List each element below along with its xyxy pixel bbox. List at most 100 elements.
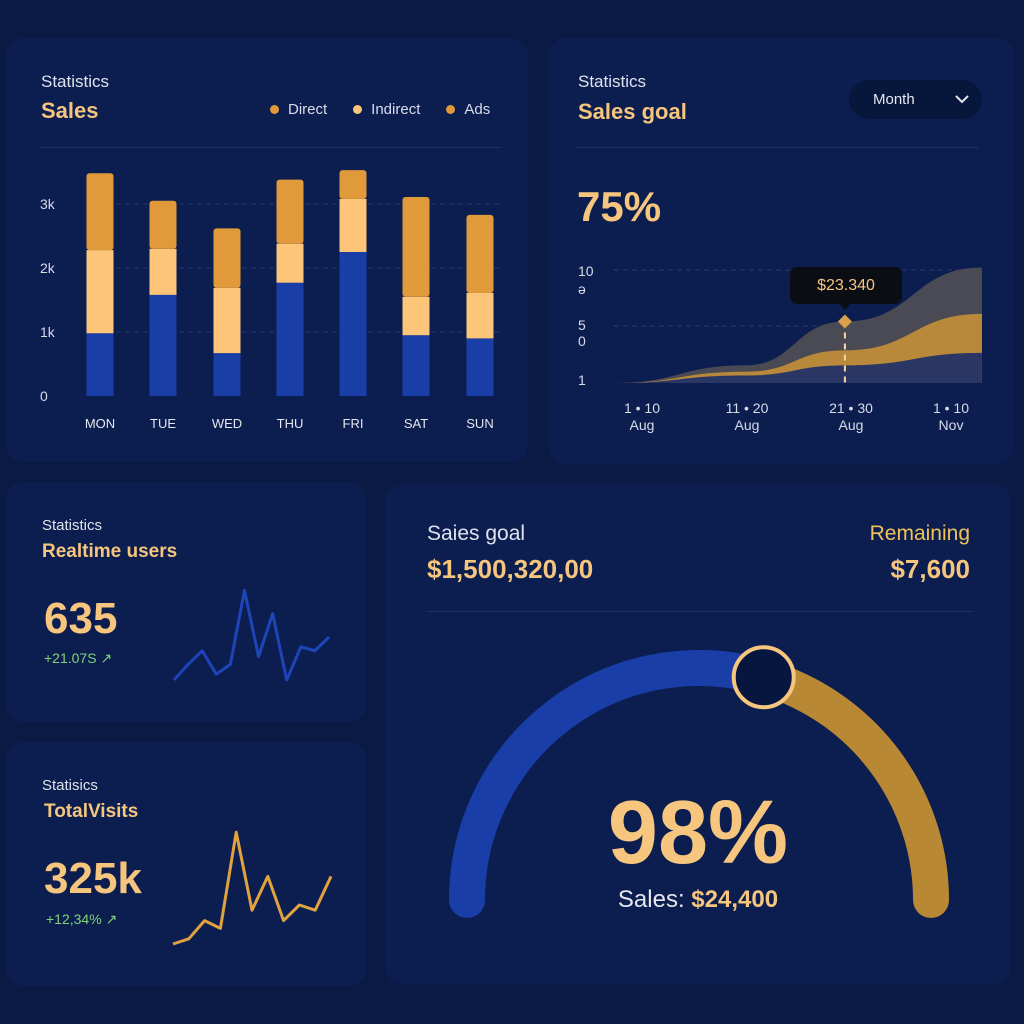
sparkline bbox=[172, 830, 333, 946]
realtime-title: Realtime users bbox=[42, 541, 178, 562]
y-tick-label: 2k bbox=[40, 260, 56, 276]
legend-dot bbox=[446, 105, 456, 114]
x-tick-label: 1 • 10 bbox=[933, 400, 969, 416]
x-tick-label: TUE bbox=[150, 416, 176, 431]
y-tick-label: 0 bbox=[40, 388, 48, 404]
goal-title: Sales goal bbox=[578, 99, 687, 124]
legend-label: Direct bbox=[288, 101, 328, 118]
goal-label: Saies goal bbox=[427, 522, 526, 545]
y-tick-label: 3k bbox=[40, 196, 56, 212]
x-tick-label: Nov bbox=[939, 417, 964, 433]
bar-segment-direct bbox=[402, 335, 430, 396]
realtime-delta: +21.07S ↗ bbox=[44, 650, 112, 667]
legend-indirect[interactable]: Indirect bbox=[353, 101, 420, 118]
visits-value: 325k bbox=[44, 854, 142, 903]
gauge-progress-arc bbox=[449, 650, 782, 918]
x-tick-label: Aug bbox=[735, 417, 760, 433]
divider bbox=[576, 147, 978, 148]
total-visits-card bbox=[6, 742, 366, 986]
remaining-label: Remaining bbox=[869, 522, 970, 545]
bar-segment-indirect bbox=[213, 287, 241, 354]
legend-direct[interactable]: Direct bbox=[270, 101, 327, 118]
bar-segment-indirect bbox=[276, 243, 304, 283]
remaining-value: $7,600 bbox=[890, 554, 970, 584]
bar-segment-ads bbox=[149, 200, 177, 249]
bar-segment-ads bbox=[213, 228, 241, 288]
sparkline bbox=[172, 588, 331, 682]
period-dropdown[interactable]: Month bbox=[849, 80, 982, 119]
sales-label: Sales: bbox=[617, 886, 685, 913]
legend-label: Ads bbox=[464, 101, 491, 118]
bar-segment-ads bbox=[339, 170, 367, 199]
goal-subtitle: Statistics bbox=[578, 72, 647, 91]
realtime-users-card bbox=[6, 482, 366, 722]
x-tick-label: 21 • 30 bbox=[829, 400, 873, 416]
tooltip-pointer bbox=[838, 303, 851, 310]
visits-delta: +12,34% ↗ bbox=[46, 911, 117, 928]
visits-title: TotalVisits bbox=[44, 801, 139, 822]
gauge-remaining-arc bbox=[745, 659, 949, 918]
x-tick-label: SAT bbox=[404, 416, 428, 431]
x-tick-label: WED bbox=[212, 416, 242, 431]
marker-point bbox=[837, 314, 852, 329]
bar-segment-ads bbox=[276, 179, 304, 244]
legend-label: Indirect bbox=[371, 101, 421, 118]
bar-segment-direct bbox=[213, 353, 241, 396]
gauge-knob bbox=[731, 645, 796, 710]
bar-segment-indirect bbox=[402, 296, 430, 336]
x-tick-label: Aug bbox=[630, 417, 655, 433]
bar-segment-direct bbox=[276, 282, 304, 396]
bar-segment-direct bbox=[149, 294, 177, 396]
y-tick-label: 1k bbox=[40, 324, 56, 340]
divider bbox=[427, 611, 972, 612]
divider bbox=[40, 147, 500, 148]
gauge-sales: Sales: $24,400 bbox=[520, 886, 876, 914]
sales-subtitle: Statistics bbox=[41, 72, 110, 91]
trend-up-icon: ↗ bbox=[105, 911, 118, 927]
delta-text: +12,34% bbox=[46, 911, 102, 927]
x-tick-label: 1 • 10 bbox=[624, 400, 660, 416]
x-tick-label: MON bbox=[85, 416, 115, 431]
x-tick-label: FRI bbox=[343, 416, 364, 431]
delta-text: +21.07S bbox=[44, 650, 97, 666]
legend-dot bbox=[270, 105, 279, 114]
sales-title: Sales bbox=[41, 98, 99, 123]
bar-segment-direct bbox=[86, 333, 114, 396]
bar-segment-indirect bbox=[149, 248, 177, 295]
goal-value: $1,500,320,00 bbox=[427, 554, 594, 584]
sales-legend: Direct Indirect Ads bbox=[270, 101, 490, 118]
x-tick-label: THU bbox=[277, 416, 304, 431]
realtime-subtitle: Statistics bbox=[42, 517, 103, 534]
legend-dot bbox=[353, 105, 363, 114]
realtime-value: 635 bbox=[44, 594, 118, 643]
dropdown-value: Month bbox=[873, 91, 915, 108]
y-tick-label: 1 bbox=[578, 372, 586, 388]
bar-segment-ads bbox=[402, 196, 430, 297]
legend-ads[interactable]: Ads bbox=[446, 101, 490, 118]
y-tick-label: 10 bbox=[578, 263, 594, 279]
bar-segment-direct bbox=[339, 252, 367, 396]
gauge-card bbox=[385, 484, 1011, 984]
chart-tooltip: $23.340 bbox=[790, 267, 902, 304]
y-tick-label: 0 bbox=[578, 333, 586, 349]
x-tick-label: SUN bbox=[466, 416, 493, 431]
bar-segment-ads bbox=[86, 173, 114, 251]
y-tick-label: ə bbox=[578, 281, 586, 297]
trend-up-icon: ↗ bbox=[100, 650, 113, 666]
x-tick-label: Aug bbox=[839, 417, 864, 433]
area-series bbox=[614, 352, 982, 383]
x-tick-label: 11 • 20 bbox=[726, 400, 769, 416]
gauge-percent: 98% bbox=[607, 783, 789, 883]
bar-segment-indirect bbox=[86, 250, 114, 334]
bar-segment-indirect bbox=[466, 292, 494, 339]
y-tick-label: 5 bbox=[578, 317, 586, 333]
chevron-down-icon bbox=[955, 95, 969, 104]
bar-segment-ads bbox=[466, 214, 494, 293]
visits-subtitle: Statisics bbox=[42, 777, 98, 794]
goal-percent: 75% bbox=[577, 183, 662, 230]
sales-value: $24,400 bbox=[691, 886, 779, 913]
bar-segment-direct bbox=[466, 338, 494, 396]
bar-segment-indirect bbox=[339, 198, 367, 252]
